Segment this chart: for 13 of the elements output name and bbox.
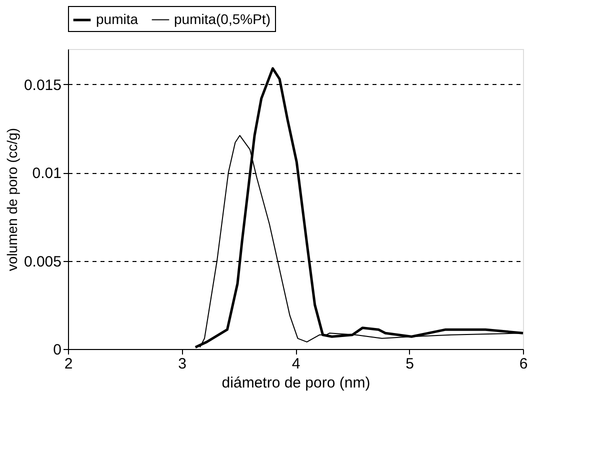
y-tick-label: 0 bbox=[53, 342, 62, 358]
legend-label: pumita(0,5%Pt) bbox=[174, 10, 270, 27]
y-axis-title: volumen de poro (cc/g) bbox=[4, 128, 20, 272]
y-tick-label: 0.01 bbox=[32, 165, 62, 182]
x-tick-label: 5 bbox=[406, 356, 414, 372]
y-tick-label: 0.015 bbox=[24, 76, 62, 94]
y-tick-label: 0.005 bbox=[24, 253, 62, 270]
x-tick-label: 4 bbox=[292, 356, 300, 372]
x-axis-title: diámetro de poro (nm) bbox=[222, 374, 370, 392]
x-tick-label: 3 bbox=[178, 356, 186, 372]
legend-label: pumita bbox=[96, 11, 138, 27]
x-tick-label: 6 bbox=[519, 356, 528, 372]
x-tick-label: 2 bbox=[64, 356, 73, 372]
